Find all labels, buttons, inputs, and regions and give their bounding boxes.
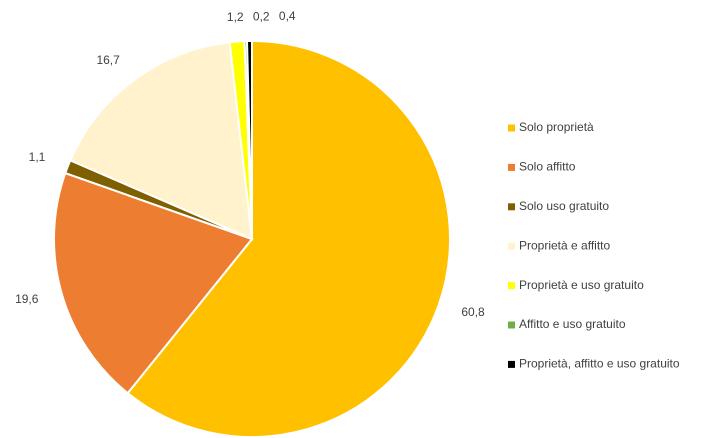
data-label: 60,8 (461, 305, 485, 319)
legend-label: Solo affitto (519, 160, 576, 174)
legend-label: Proprietà, affitto e uso gratuito (519, 357, 680, 371)
data-label: 0,2 (253, 9, 270, 23)
legend-swatch (508, 163, 515, 171)
legend-swatch (508, 321, 515, 329)
legend-label: Proprietà e uso gratuito (519, 278, 644, 292)
legend-swatch (508, 124, 515, 132)
legend-label: Solo uso gratuito (519, 199, 609, 213)
data-label: 0,4 (279, 9, 296, 23)
pie-slice (245, 39, 253, 240)
data-label: 1,1 (29, 150, 46, 164)
legend-swatch (508, 203, 515, 211)
data-label: 19,6 (15, 292, 39, 306)
pie-slice (126, 39, 451, 438)
legend-label: Solo proprietà (519, 120, 594, 134)
legend-label: Proprietà e affitto (519, 238, 610, 252)
legend-swatch (508, 242, 515, 250)
data-label: 1,2 (227, 10, 244, 24)
legend-label: Affitto e uso gratuito (519, 317, 626, 331)
pie-slice (68, 41, 254, 241)
legend-swatch (508, 360, 515, 368)
legend-swatch (508, 282, 515, 290)
pie-slice (53, 171, 254, 395)
data-label: 16,7 (96, 53, 120, 67)
